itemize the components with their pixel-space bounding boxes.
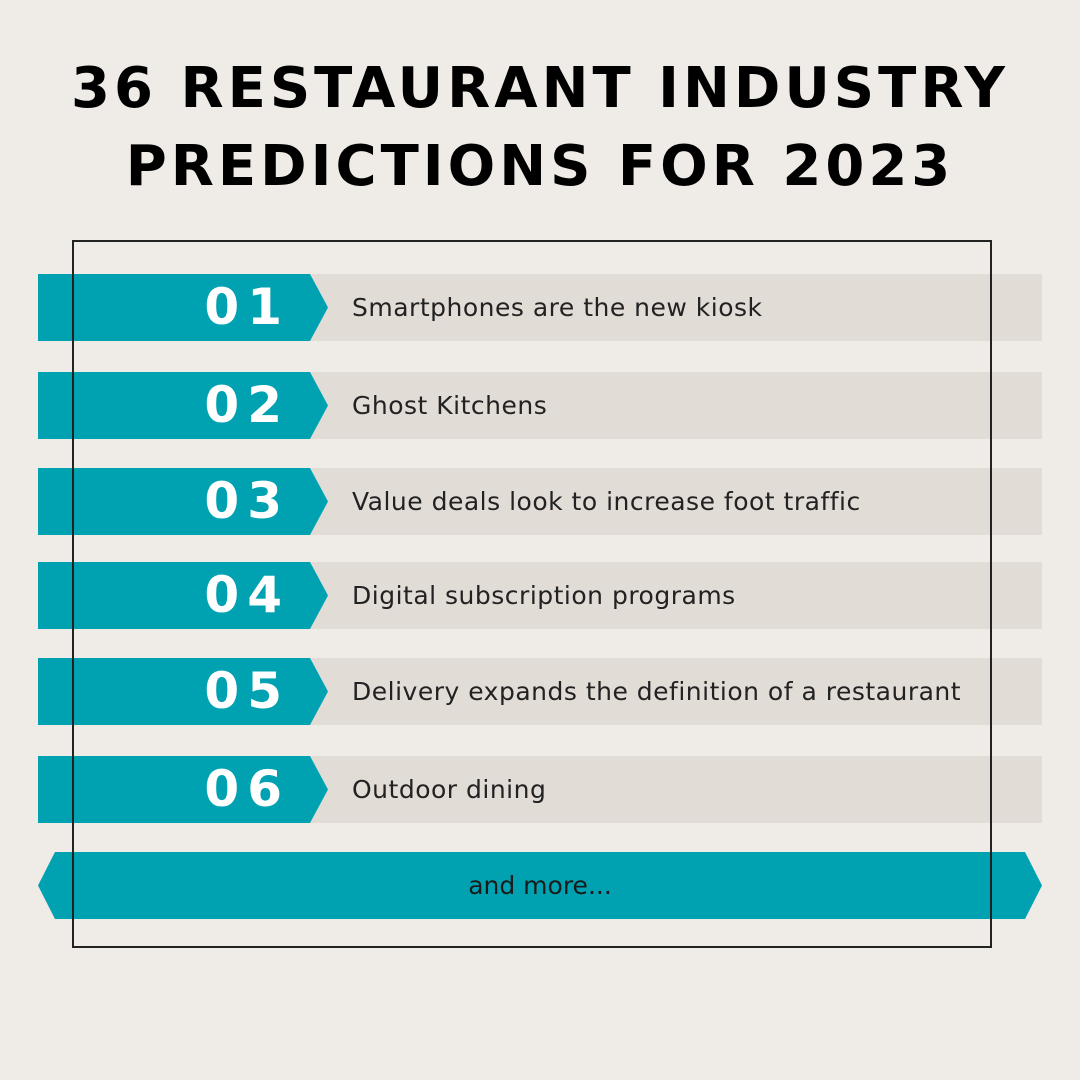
and-more-label: and more...: [468, 871, 612, 900]
title-line-1: 36 RESTAURANT INDUSTRY: [71, 56, 1009, 121]
number-tab: 02: [38, 372, 328, 439]
item-label: Digital subscription programs: [352, 581, 736, 610]
list-item: 02 Ghost Kitchens: [38, 372, 1042, 439]
list-item: 06 Outdoor dining: [38, 756, 1042, 823]
item-label: Delivery expands the definition of a res…: [352, 677, 962, 706]
item-label: Value deals look to increase foot traffi…: [352, 487, 861, 516]
list-item: 04 Digital subscription programs: [38, 562, 1042, 629]
number-tab: 05: [38, 658, 328, 725]
item-number: 01: [204, 278, 290, 336]
number-tab: 04: [38, 562, 328, 629]
item-number: 04: [204, 566, 290, 624]
item-number: 06: [204, 760, 290, 818]
number-tab: 03: [38, 468, 328, 535]
number-tab: 01: [38, 274, 328, 341]
list-item: 05 Delivery expands the definition of a …: [38, 658, 1042, 725]
list-item: 03 Value deals look to increase foot tra…: [38, 468, 1042, 535]
page-title: 36 RESTAURANT INDUSTRY PREDICTIONS FOR 2…: [0, 50, 1080, 206]
item-number: 05: [204, 662, 290, 720]
item-label: Ghost Kitchens: [352, 391, 548, 420]
title-line-2: PREDICTIONS FOR 2023: [125, 134, 955, 199]
item-label: Outdoor dining: [352, 775, 547, 804]
number-tab: 06: [38, 756, 328, 823]
list-item: 01 Smartphones are the new kiosk: [38, 274, 1042, 341]
item-label: Smartphones are the new kiosk: [352, 293, 763, 322]
item-number: 03: [204, 472, 290, 530]
and-more-banner: and more...: [38, 852, 1042, 919]
item-number: 02: [204, 376, 290, 434]
